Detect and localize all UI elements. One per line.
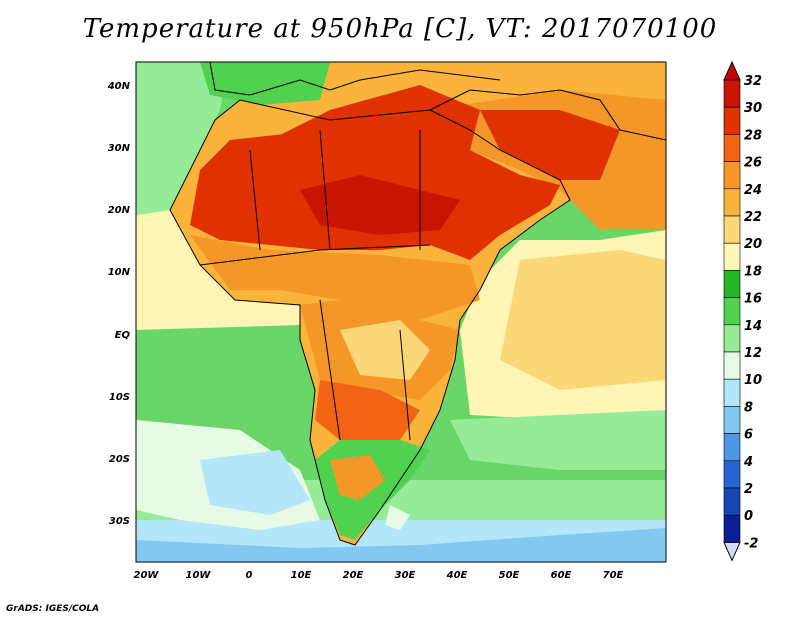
colorbar-swatch (723, 378, 741, 407)
colorbar-swatch (723, 106, 741, 135)
map-title: Temperature at 950hPa [C], VT: 201707010… (82, 14, 718, 44)
colorbar-label: 12 (744, 346, 762, 361)
colorbar-swatch (723, 215, 741, 244)
lon-tick-label: 60E (551, 570, 572, 581)
lat-tick-label: EQ (115, 330, 131, 341)
colorbar-swatch (723, 487, 741, 516)
colorbar-top-arrow (723, 60, 741, 81)
lon-tick-label: 0 (246, 570, 253, 581)
lat-tick-label: 10S (109, 392, 130, 403)
colorbar-swatch (723, 514, 741, 543)
colorbar-label: 22 (744, 210, 762, 225)
lon-tick-label: 30E (395, 570, 416, 581)
colorbar-swatch (723, 134, 741, 162)
colorbar-swatch (723, 433, 741, 462)
colorbar-label: 16 (744, 292, 762, 307)
colorbar-label: 2 (744, 482, 753, 497)
temperature-field (136, 62, 666, 562)
colorbar-swatch (723, 188, 741, 217)
colorbar-label: 26 (744, 156, 762, 171)
colorbar-label: 10 (744, 373, 762, 388)
lon-axis: 20W 10W 0 10E 20E 30E 40E 50E 60E 70E (134, 570, 624, 581)
colorbar-swatch (723, 297, 741, 326)
lon-tick-label: 50E (499, 570, 520, 581)
colorbar-swatch (723, 324, 741, 353)
lon-tick-label: 10E (291, 570, 312, 581)
colorbar-swatch (723, 161, 741, 190)
colorbar-swatch (723, 79, 741, 108)
lat-tick-label: 10N (108, 267, 131, 278)
colorbar-label: 4 (743, 455, 753, 470)
colorbar-label: 20 (744, 237, 762, 252)
colorbar-label: 18 (744, 264, 762, 279)
lat-tick-label: 20S (109, 454, 130, 465)
lon-tick-label: 40E (446, 570, 468, 581)
colorbar-swatch (723, 351, 741, 380)
lon-tick-label: 70E (603, 570, 624, 581)
colorbar-label: 32 (744, 74, 762, 89)
coastlines (169, 62, 666, 546)
colorbar-swatch (723, 406, 741, 434)
colorbar-swatch (723, 242, 741, 271)
colorbar-swatch (723, 270, 741, 298)
lat-tick-label: 40N (107, 81, 131, 92)
colorbar-label: -2 (744, 536, 758, 551)
lon-tick-label: 10W (186, 570, 212, 581)
map-frame (135, 61, 667, 563)
colorbar-label: 6 (744, 428, 753, 443)
colorbar-label: 24 (744, 183, 762, 198)
colorbar-swatch (723, 460, 741, 489)
lat-axis: 40N 30N 20N 10N EQ 10S 20S 30S (107, 81, 131, 527)
lat-tick-label: 20N (108, 205, 131, 216)
colorbar-bottom-arrow (723, 541, 741, 562)
credit-text: GrADS: IGES/COLA (6, 604, 100, 614)
colorbar-label: 0 (744, 509, 753, 524)
colorbar-label: 30 (744, 101, 762, 116)
lat-tick-label: 30N (108, 143, 131, 154)
colorbar-label: 14 (744, 319, 762, 334)
lon-tick-label: 20W (134, 570, 160, 581)
lon-tick-label: 20E (343, 570, 364, 581)
lat-tick-label: 30S (109, 516, 130, 527)
colorbar-label: 28 (744, 128, 762, 143)
colorbar-label: 8 (744, 400, 753, 415)
